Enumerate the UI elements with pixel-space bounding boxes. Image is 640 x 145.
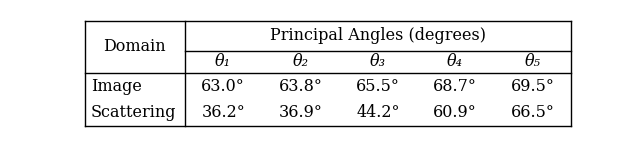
Text: 36.2°: 36.2° xyxy=(202,104,245,121)
Text: 65.5°: 65.5° xyxy=(356,78,400,95)
Text: 44.2°: 44.2° xyxy=(356,104,399,121)
Text: Principal Angles (degrees): Principal Angles (degrees) xyxy=(270,27,486,44)
Text: Scattering: Scattering xyxy=(91,104,177,121)
Text: Image: Image xyxy=(91,78,142,95)
Text: 60.9°: 60.9° xyxy=(433,104,477,121)
Text: 36.9°: 36.9° xyxy=(278,104,323,121)
Text: θ₂: θ₂ xyxy=(292,54,308,70)
Text: 63.8°: 63.8° xyxy=(278,78,323,95)
Text: 63.0°: 63.0° xyxy=(202,78,245,95)
Text: θ₃: θ₃ xyxy=(370,54,386,70)
Text: θ₅: θ₅ xyxy=(524,54,540,70)
Text: Domain: Domain xyxy=(104,38,166,56)
Text: θ₄: θ₄ xyxy=(447,54,463,70)
Text: 69.5°: 69.5° xyxy=(511,78,554,95)
Text: θ₁: θ₁ xyxy=(215,54,231,70)
Text: 68.7°: 68.7° xyxy=(433,78,477,95)
Text: 66.5°: 66.5° xyxy=(511,104,554,121)
